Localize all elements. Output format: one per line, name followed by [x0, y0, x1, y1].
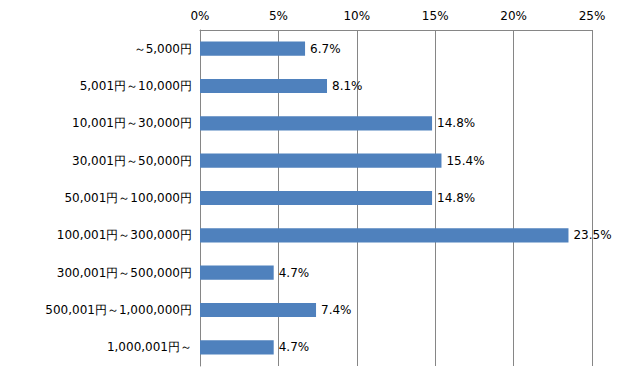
- svg-text:50,001円～100,000円: 50,001円～100,000円: [64, 191, 192, 205]
- svg-text:14.8%: 14.8%: [437, 116, 475, 130]
- svg-text:23.5%: 23.5%: [573, 228, 611, 242]
- svg-text:10%: 10%: [343, 9, 370, 23]
- svg-text:15%: 15%: [422, 9, 449, 23]
- svg-text:100,001円～300,000円: 100,001円～300,000円: [57, 228, 192, 242]
- svg-text:500,001円～1,000,000円: 500,001円～1,000,000円: [45, 303, 192, 317]
- svg-text:15.4%: 15.4%: [446, 154, 484, 168]
- svg-text:～5,000円: ～5,000円: [134, 42, 192, 56]
- svg-text:8.1%: 8.1%: [332, 79, 363, 93]
- svg-text:0%: 0%: [190, 9, 209, 23]
- svg-text:300,001円～500,000円: 300,001円～500,000円: [57, 266, 192, 280]
- svg-text:6.7%: 6.7%: [310, 42, 341, 56]
- svg-text:5%: 5%: [269, 9, 288, 23]
- svg-text:10,001円～30,000円: 10,001円～30,000円: [72, 116, 192, 130]
- svg-text:5,001円～10,000円: 5,001円～10,000円: [80, 79, 192, 93]
- svg-text:1,000,001円～: 1,000,001円～: [107, 340, 192, 354]
- svg-text:4.7%: 4.7%: [279, 266, 310, 280]
- svg-text:20%: 20%: [500, 9, 527, 23]
- svg-text:4.7%: 4.7%: [279, 340, 310, 354]
- svg-text:7.4%: 7.4%: [321, 303, 352, 317]
- svg-text:30,001円～50,000円: 30,001円～50,000円: [72, 154, 192, 168]
- svg-text:25%: 25%: [579, 9, 606, 23]
- svg-text:14.8%: 14.8%: [437, 191, 475, 205]
